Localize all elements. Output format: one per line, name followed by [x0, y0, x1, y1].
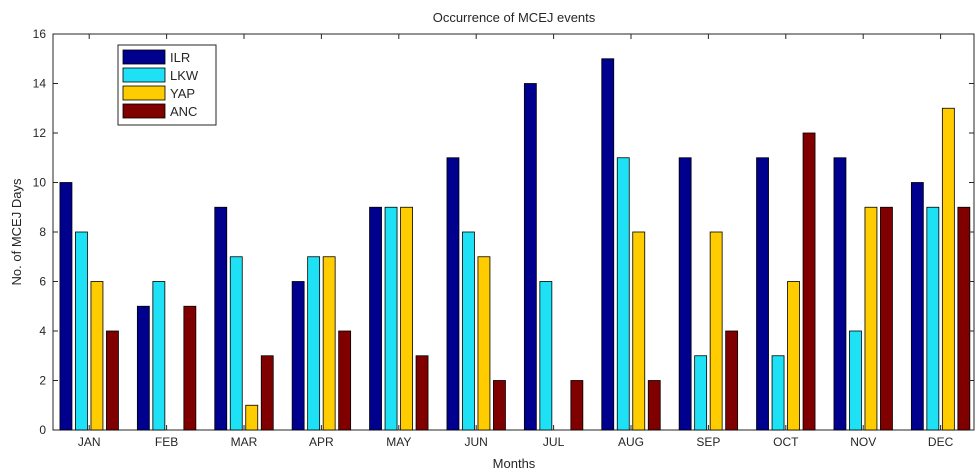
bar-ilr-may	[369, 206, 382, 431]
bar-ilr-dec	[910, 182, 924, 431]
bar-anc-oct	[802, 132, 816, 431]
x-tick-label-dec: DEC	[928, 435, 954, 449]
legend-label-ilr: ILR	[170, 50, 190, 65]
legend-label-lkw: LKW	[170, 68, 199, 83]
bar-yap-jun	[477, 256, 491, 431]
y-tick-label: 6	[39, 275, 46, 289]
bar-ilr-sep	[678, 157, 692, 431]
bar-lkw-oct	[771, 355, 785, 431]
x-tick-label-oct: OCT	[773, 435, 799, 449]
bar-ilr-jul	[523, 83, 537, 431]
bar-ilr-oct	[756, 157, 769, 431]
legend-swatch-anc	[122, 103, 166, 119]
legend-label-yap: YAP	[170, 86, 195, 101]
bar-anc-jun	[493, 380, 506, 431]
x-tick-label-jan: JAN	[78, 435, 101, 449]
x-tick-label-nov: NOV	[850, 435, 876, 449]
bar-lkw-apr	[307, 256, 321, 431]
x-tick-label-sep: SEP	[696, 435, 720, 449]
bar-yap-sep	[709, 231, 723, 431]
y-tick-label: 12	[33, 126, 47, 140]
y-tick-label: 16	[33, 27, 47, 41]
bar-yap-aug	[632, 231, 646, 431]
bar-anc-nov	[880, 206, 893, 431]
x-tick-label-may: MAY	[386, 435, 411, 449]
y-tick-label: 0	[39, 423, 46, 437]
bars-group	[59, 58, 971, 431]
bar-yap-nov	[864, 206, 878, 431]
bar-ilr-aug	[601, 58, 615, 431]
y-tick-label: 8	[39, 225, 46, 239]
bar-lkw-feb	[152, 281, 166, 431]
x-tick-label-jul: JUL	[543, 435, 565, 449]
x-tick-label-aug: AUG	[618, 435, 644, 449]
chart-title: Occurrence of MCEJ events	[433, 10, 596, 25]
bar-lkw-jun	[462, 231, 475, 431]
bar-anc-aug	[647, 380, 661, 431]
bar-ilr-mar	[214, 206, 228, 431]
bar-lkw-aug	[616, 157, 630, 431]
x-tick-label-jun: JUN	[465, 435, 488, 449]
bar-lkw-may	[384, 206, 398, 431]
bar-lkw-jul	[539, 281, 553, 431]
bar-lkw-sep	[694, 355, 708, 431]
legend-swatch-ilr	[122, 49, 166, 65]
legend-label-anc: ANC	[170, 104, 197, 119]
bar-yap-mar	[245, 404, 259, 431]
y-tick-label: 14	[33, 77, 47, 91]
bar-lkw-dec	[926, 206, 940, 431]
bar-anc-dec	[957, 206, 971, 431]
bar-anc-apr	[338, 330, 352, 431]
bar-lkw-nov	[849, 330, 862, 431]
legend-swatch-lkw	[122, 67, 166, 83]
bar-anc-may	[415, 355, 429, 431]
x-axis-label: Months	[493, 456, 536, 471]
x-tick-label-apr: APR	[309, 435, 334, 449]
legend: ILR LKW YAP ANC	[117, 44, 217, 126]
bar-ilr-jun	[446, 157, 460, 431]
y-tick-label: 10	[33, 176, 47, 190]
x-tick-label-feb: FEB	[155, 435, 178, 449]
legend-swatch-yap	[122, 85, 166, 101]
y-tick-label: 4	[39, 324, 46, 338]
y-axis-label: No. of MCEJ Days	[9, 178, 24, 285]
bar-ilr-apr	[291, 281, 305, 431]
bar-yap-dec	[941, 107, 955, 431]
bar-lkw-jan	[75, 231, 88, 431]
bar-yap-oct	[787, 281, 800, 431]
x-tick-label-mar: MAR	[231, 435, 258, 449]
bar-ilr-feb	[136, 305, 150, 431]
bar-anc-jan	[106, 330, 119, 431]
bar-anc-mar	[260, 355, 274, 431]
bar-anc-sep	[725, 330, 739, 431]
bar-ilr-nov	[833, 157, 847, 431]
bar-ilr-jan	[59, 182, 73, 431]
axes-group: 0 2 4 6 8 10 12 14 16 JAN FEB MAR APR MAY JUN JUL AUG SEP…	[33, 27, 974, 449]
bar-yap-jan	[90, 281, 104, 431]
bar-anc-feb	[183, 305, 197, 431]
bar-yap-apr	[322, 256, 336, 431]
bar-lkw-mar	[229, 256, 243, 431]
bar-anc-jul	[570, 380, 584, 431]
bar-yap-may	[400, 206, 413, 431]
y-tick-label: 2	[39, 374, 46, 388]
